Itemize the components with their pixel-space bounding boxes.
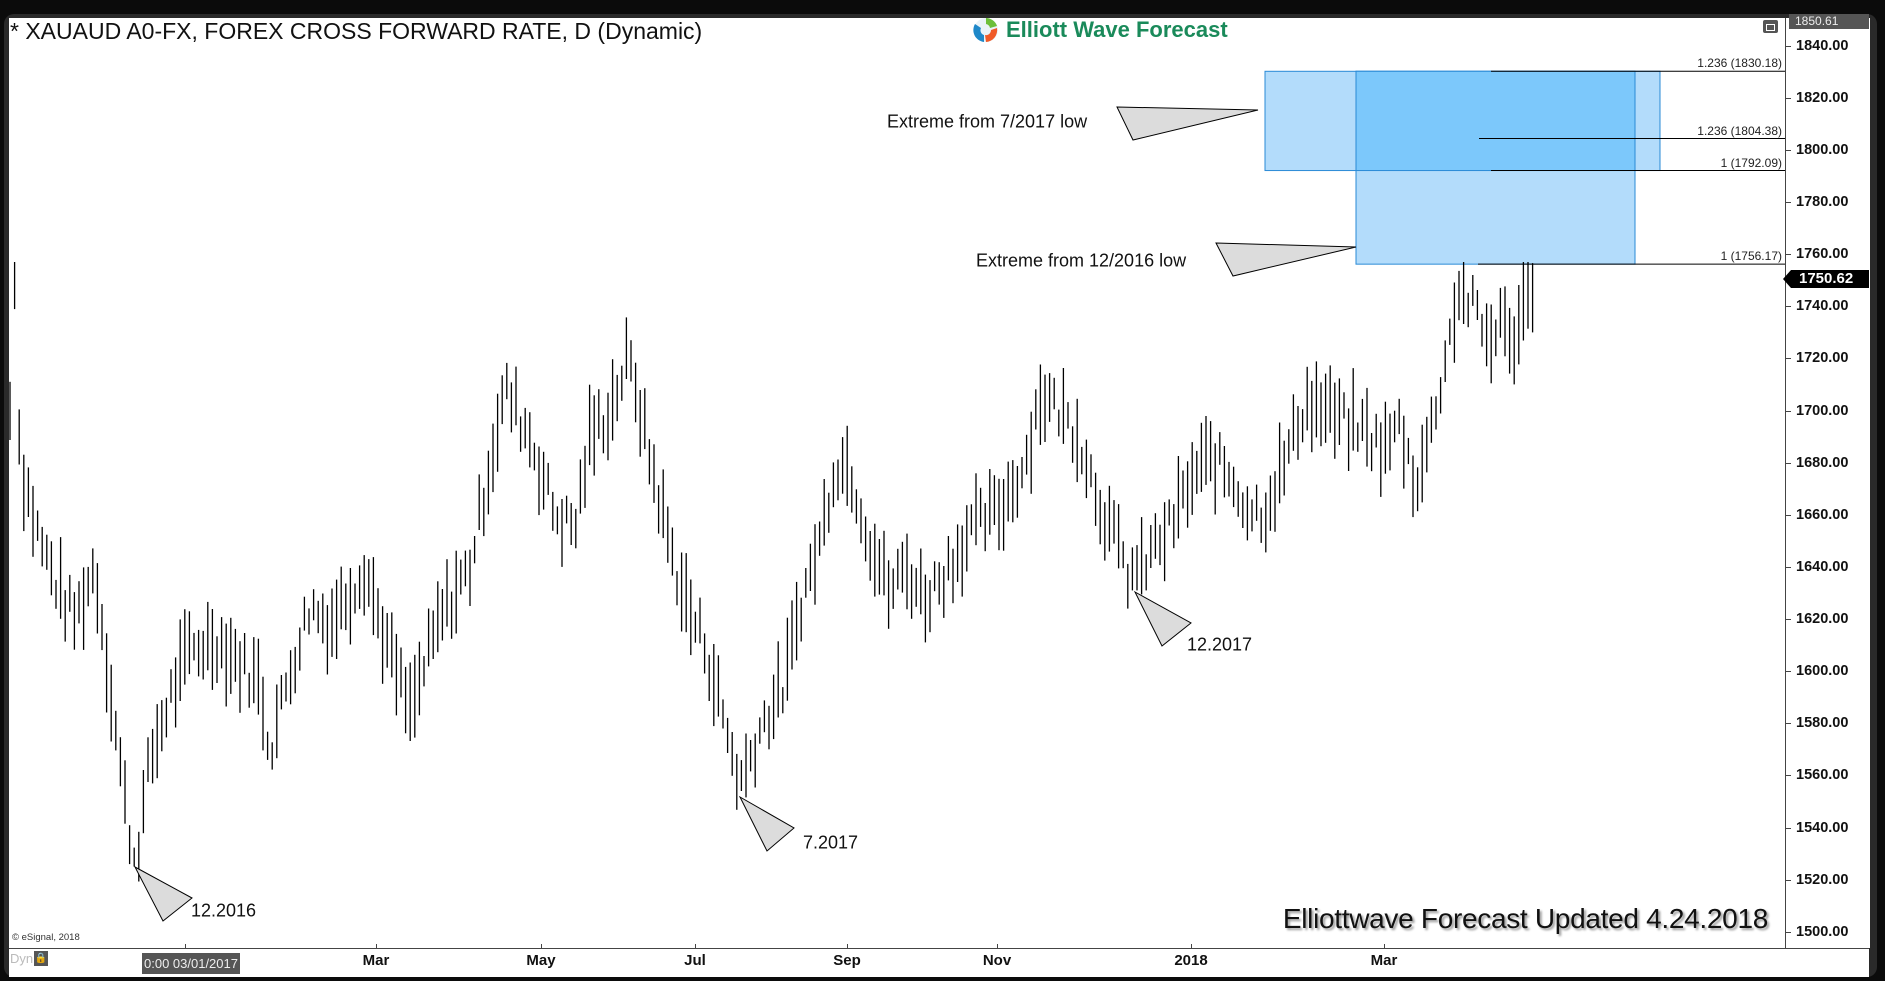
lock-icon[interactable]: 🔒	[34, 951, 48, 966]
x-tick	[847, 944, 848, 949]
y-tick	[1786, 619, 1791, 621]
fib-level-label: 1.236 (1804.38)	[1697, 123, 1782, 138]
x-tick	[1384, 944, 1385, 949]
price-axis[interactable]: 1840.00 1820.00 1800.00 1780.00 1760.00 1740.…	[1785, 18, 1870, 948]
y-tick-label: 1700.00	[1796, 402, 1849, 419]
annotation-label: 12.2016	[191, 900, 257, 921]
y-tick-label: 1660.00	[1796, 506, 1849, 523]
x-tick	[376, 944, 377, 949]
y-tick	[1786, 775, 1791, 777]
y-tick	[1786, 97, 1791, 99]
y-tick	[1786, 827, 1791, 829]
y-tick	[1786, 410, 1791, 412]
y-tick-label: 1600.00	[1796, 663, 1849, 680]
dyn-label[interactable]: Dyn	[10, 951, 34, 966]
elliott-wave-forecast-logo: Elliott Wave Forecast	[972, 15, 1228, 45]
x-tick	[997, 944, 998, 949]
fib-level-label: 1.236 (1830.18)	[1697, 56, 1782, 71]
y-tick	[1786, 45, 1791, 47]
y-tick	[1786, 358, 1791, 360]
y-tick-label: 1640.00	[1796, 558, 1849, 575]
x-tick	[695, 944, 696, 949]
logo-text: Elliott Wave Forecast	[1006, 17, 1228, 42]
y-tick	[1786, 514, 1791, 516]
y-tick-label: 1840.00	[1796, 37, 1849, 54]
y-tick-label: 1560.00	[1796, 767, 1849, 784]
y-tick-label: 1620.00	[1796, 611, 1849, 628]
y-tick	[1786, 879, 1791, 881]
y-tick-label: 1720.00	[1796, 350, 1849, 367]
x-tick-label: Jul	[684, 952, 706, 969]
chart-title: * XAUAUD A0-FX, FOREX CROSS FORWARD RATE…	[10, 18, 703, 44]
x-tick-label: Sep	[833, 952, 861, 969]
y-tick-label: 1800.00	[1796, 141, 1849, 158]
y-tick	[1786, 931, 1791, 933]
x-tick	[541, 944, 542, 949]
annotation-label: Extreme from 7/2017 low	[887, 111, 1088, 132]
x-tick	[1191, 944, 1192, 949]
y-tick-label: 1820.00	[1796, 89, 1849, 106]
x-tick-label: Nov	[982, 952, 1012, 969]
annotation-label: Extreme from 12/2016 low	[976, 250, 1187, 271]
y-tick	[1786, 566, 1791, 568]
y-tick-label: 1780.00	[1796, 194, 1849, 211]
y-tick-label: 1540.00	[1796, 819, 1849, 836]
x-tick-label: Mar	[362, 952, 390, 969]
y-tick-label: 1760.00	[1796, 246, 1849, 263]
copyright-text: © eSignal, 2018	[12, 932, 80, 943]
x-tick-label: Mar	[1370, 952, 1398, 969]
y-tick-label: 1680.00	[1796, 454, 1849, 471]
y-tick	[1786, 149, 1791, 151]
y-tick	[1786, 671, 1791, 673]
y-tick-label: 1580.00	[1796, 715, 1849, 732]
y-tick	[1786, 254, 1791, 256]
y-tick-label: 1500.00	[1796, 923, 1849, 940]
top-price-label: 1850.61	[1789, 14, 1869, 29]
x-tick-label: 2018	[1174, 952, 1208, 969]
annotation-label: 12.2017	[1187, 634, 1253, 655]
fib-level-label: 1 (1792.09)	[1720, 155, 1782, 170]
annotation-label: 7.2017	[803, 832, 859, 853]
y-tick	[1786, 723, 1791, 725]
y-tick	[1786, 462, 1791, 464]
updated-watermark: Elliottwave Forecast Updated 4.24.2018	[1282, 903, 1768, 934]
y-tick	[1786, 202, 1791, 204]
y-tick-label: 1520.00	[1796, 871, 1849, 888]
time-axis[interactable]	[9, 948, 1869, 977]
x-tick	[185, 944, 186, 949]
price-chart-area[interactable]	[9, 18, 1785, 948]
logo-swirl-icon	[973, 18, 998, 42]
y-tick-label: 1740.00	[1796, 298, 1849, 315]
crosshair-date-label: 0:00 03/01/2017	[142, 953, 240, 974]
restore-window-icon[interactable]	[1763, 20, 1778, 33]
fib-level-label: 1 (1756.17)	[1720, 249, 1782, 264]
x-tick-label: May	[526, 952, 556, 969]
y-tick	[1786, 306, 1791, 308]
last-price-marker: 1750.62	[1783, 270, 1869, 288]
